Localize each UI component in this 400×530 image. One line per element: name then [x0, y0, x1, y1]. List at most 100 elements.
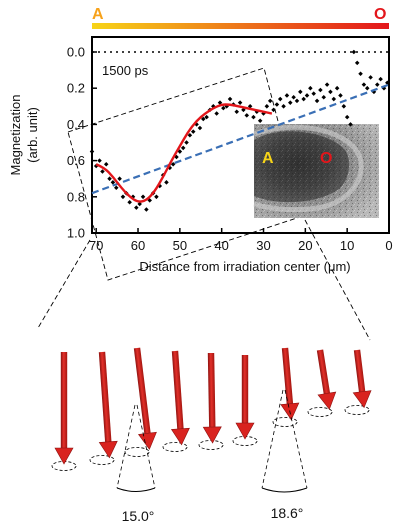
y-axis-title-line-2: (arb. unit) — [25, 107, 40, 163]
arrow-shaft — [60, 352, 68, 448]
data-point — [378, 76, 383, 82]
data-point — [204, 114, 209, 120]
data-point — [184, 140, 189, 145]
data-point — [294, 98, 300, 104]
plot-frame — [91, 36, 390, 234]
angle-line-1a — [116, 404, 136, 489]
y-tick-label: 1.0 — [67, 226, 85, 241]
arrow-head — [280, 402, 300, 421]
arrow-head — [235, 422, 255, 440]
arrow-head — [352, 390, 372, 409]
arrow-shaft — [171, 350, 184, 430]
angle-line-2b — [284, 389, 308, 489]
arrow-shaft — [133, 347, 151, 434]
angle-label-2: 18.6° — [271, 505, 304, 521]
x-tick-label: 20 — [298, 238, 312, 253]
data-point — [244, 113, 250, 118]
data-point — [304, 93, 310, 98]
spin-arrow — [133, 347, 157, 450]
arrow-row — [51, 347, 372, 471]
angle-label-1: 15.0° — [122, 508, 155, 524]
arrow-head — [138, 431, 157, 450]
data-point — [291, 94, 296, 100]
arrow-shaft — [207, 352, 216, 428]
precession-ellipse — [198, 440, 224, 450]
ao-header: A O — [92, 6, 389, 29]
arrow-shaft — [316, 349, 331, 394]
data-point — [190, 129, 196, 134]
data-point — [288, 100, 293, 105]
data-point — [89, 149, 95, 154]
x-axis-title: Distance from irradiation center (μm) — [139, 259, 350, 274]
data-point — [281, 104, 286, 109]
data-point — [331, 96, 337, 102]
data-point — [354, 60, 360, 66]
x-tick-label: 40 — [214, 238, 228, 253]
data-point — [284, 93, 290, 98]
data-point — [351, 49, 357, 55]
data-point — [103, 161, 109, 167]
projection-line-left — [37, 239, 91, 329]
data-point — [113, 185, 119, 191]
data-point — [321, 94, 327, 100]
data-point — [314, 98, 320, 104]
data-point — [375, 82, 380, 87]
arrow-head — [98, 440, 118, 459]
data-point — [341, 104, 347, 109]
data-point — [318, 87, 323, 93]
x-tick-label: 60 — [131, 238, 145, 253]
spin-arrow — [352, 349, 372, 409]
y-tick-label: 0.4 — [67, 117, 85, 132]
data-point — [334, 85, 340, 91]
spin-arrow — [98, 351, 118, 459]
spin-arrow — [202, 352, 222, 444]
x-axis: 70 60 50 40 30 20 10 0 — [89, 228, 393, 253]
spin-arrow — [54, 352, 74, 465]
data-point — [344, 114, 350, 120]
x-tick-label: 0 — [385, 238, 392, 253]
data-point — [274, 102, 280, 107]
inset-label-a: A — [262, 150, 274, 167]
precession-ellipse — [124, 447, 150, 457]
data-point — [237, 100, 243, 105]
data-point — [110, 180, 116, 185]
y-tick-label: 0.8 — [67, 189, 85, 204]
data-point — [201, 116, 206, 122]
data-point — [227, 96, 233, 102]
arrow-head — [54, 447, 74, 465]
y-tick-label: 0.2 — [67, 81, 85, 96]
data-point — [264, 104, 270, 109]
data-point — [214, 111, 219, 116]
data-point — [197, 125, 203, 131]
data-point — [328, 89, 333, 95]
data-point — [234, 109, 239, 114]
spin-arrow — [235, 355, 255, 440]
data-point — [120, 194, 126, 200]
data-point — [267, 98, 273, 104]
data-point — [164, 180, 169, 185]
data-point — [311, 91, 316, 96]
data-point — [364, 85, 370, 91]
angle-arc-2 — [261, 487, 308, 493]
x-tick-label: 70 — [89, 238, 103, 253]
inset-image: A O — [253, 124, 379, 218]
arrow-shaft — [241, 355, 249, 423]
data-point — [140, 194, 146, 200]
data-point — [221, 105, 226, 111]
data-point — [97, 158, 102, 163]
arrow-shaft — [353, 349, 366, 393]
x-tick-label: 50 — [173, 238, 187, 253]
arrow-head — [170, 427, 190, 446]
precession-ellipse — [307, 407, 333, 417]
data-point — [117, 176, 122, 181]
data-point — [324, 82, 330, 87]
end-label-a: A — [92, 6, 104, 23]
data-point — [361, 82, 367, 87]
precession-ellipse — [344, 405, 370, 415]
angle-line-2a — [261, 389, 284, 489]
y-axis-title: Magnetization (arb. unit) — [8, 95, 40, 176]
data-point — [107, 176, 112, 181]
projection-line-right — [304, 219, 371, 341]
inset-dark-region — [254, 131, 350, 203]
x-tick-label: 10 — [340, 238, 354, 253]
